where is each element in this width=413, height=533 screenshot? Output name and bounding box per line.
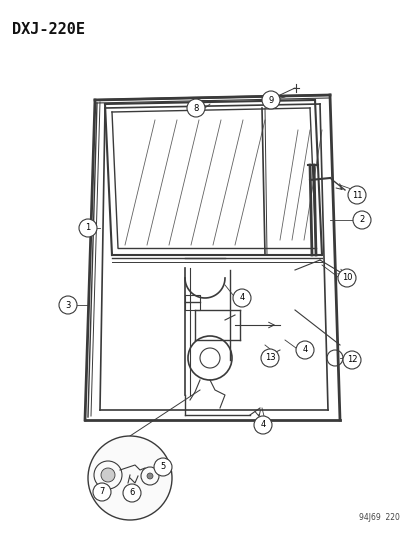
Circle shape xyxy=(352,211,370,229)
Text: 9: 9 xyxy=(268,95,273,104)
Text: 4: 4 xyxy=(260,421,265,430)
Text: 4: 4 xyxy=(239,294,244,303)
Circle shape xyxy=(342,351,360,369)
Text: 1: 1 xyxy=(85,223,90,232)
Circle shape xyxy=(79,219,97,237)
Circle shape xyxy=(233,289,250,307)
Circle shape xyxy=(337,269,355,287)
Circle shape xyxy=(260,349,278,367)
Text: 2: 2 xyxy=(358,215,364,224)
Text: 7: 7 xyxy=(99,488,104,497)
Circle shape xyxy=(154,458,171,476)
Circle shape xyxy=(147,473,153,479)
Text: 4: 4 xyxy=(301,345,307,354)
Circle shape xyxy=(254,416,271,434)
Text: 6: 6 xyxy=(129,489,134,497)
Text: 11: 11 xyxy=(351,190,361,199)
Text: 94J69  220: 94J69 220 xyxy=(358,513,399,522)
Circle shape xyxy=(101,468,115,482)
Text: 5: 5 xyxy=(160,463,165,472)
Circle shape xyxy=(93,483,111,501)
Circle shape xyxy=(347,186,365,204)
Circle shape xyxy=(88,436,171,520)
Text: DXJ-220E: DXJ-220E xyxy=(12,22,85,37)
Circle shape xyxy=(123,484,141,502)
Text: 8: 8 xyxy=(193,103,198,112)
Circle shape xyxy=(295,341,313,359)
Text: 3: 3 xyxy=(65,301,71,310)
Circle shape xyxy=(59,296,77,314)
Circle shape xyxy=(187,99,204,117)
Text: 12: 12 xyxy=(346,356,356,365)
Text: 13: 13 xyxy=(264,353,275,362)
Text: 10: 10 xyxy=(341,273,351,282)
Circle shape xyxy=(261,91,279,109)
